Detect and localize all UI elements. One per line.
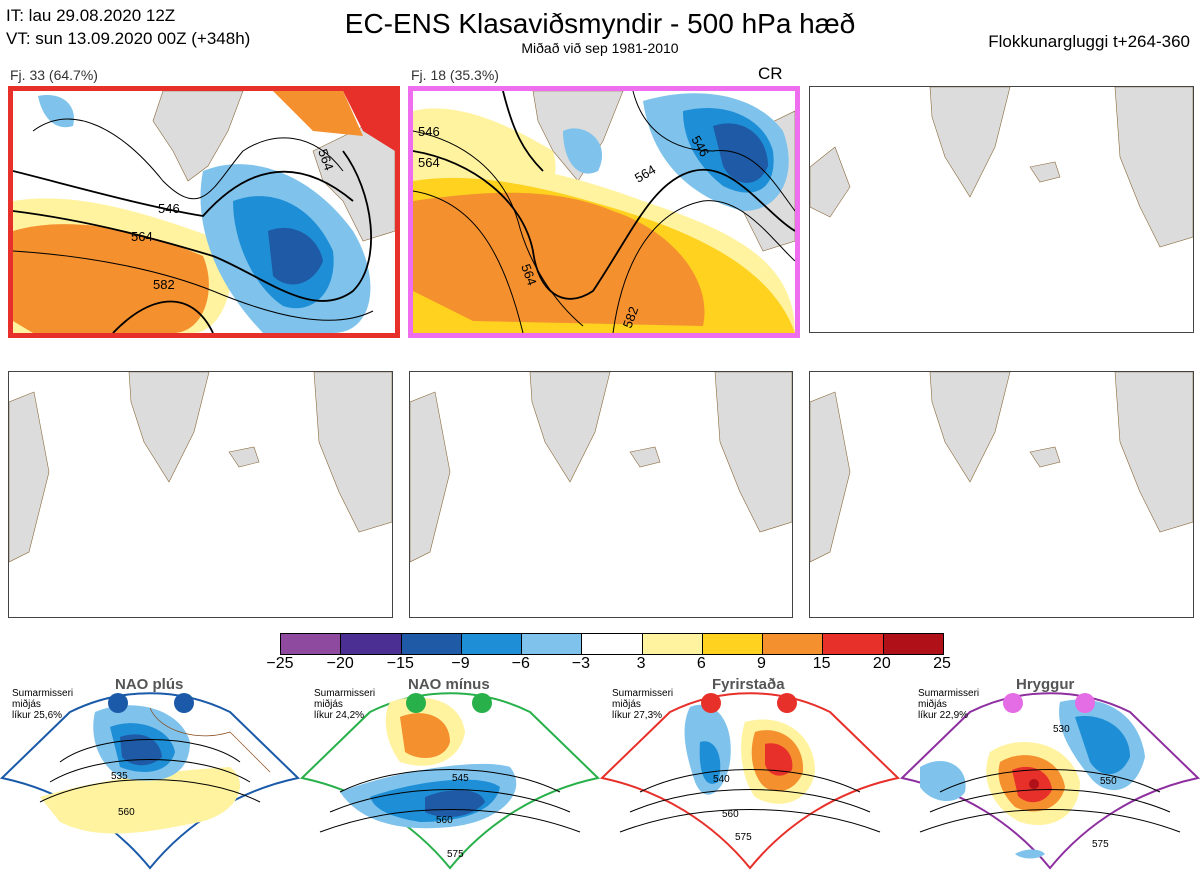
empty-cluster-map bbox=[409, 371, 793, 618]
colorbar-tick-label: −3 bbox=[571, 655, 591, 672]
contour-label: 564 bbox=[518, 262, 540, 288]
empty-cluster-map bbox=[809, 371, 1194, 618]
svg-text:560: 560 bbox=[722, 809, 739, 820]
svg-text:575: 575 bbox=[735, 832, 752, 843]
anomaly-colorbar bbox=[280, 633, 944, 655]
svg-text:545: 545 bbox=[452, 773, 469, 784]
colorbar-tick-label: 3 bbox=[636, 655, 646, 672]
empty-cluster-map bbox=[809, 86, 1194, 333]
colorbar-swatch bbox=[461, 634, 523, 654]
contour-label: 564 bbox=[131, 229, 153, 244]
contour-label: 546 bbox=[418, 124, 440, 139]
colorbar-tick-label: 15 bbox=[812, 655, 831, 672]
regime-note: Sumarmisseri miðjás líkur 25,6% bbox=[12, 688, 74, 721]
colorbar-tick-label: −15 bbox=[386, 655, 414, 672]
cluster-window: Flokkunargluggi t+264-360 bbox=[988, 32, 1190, 51]
colorbar-swatch bbox=[341, 634, 402, 654]
regime-note: Sumarmisseri miðjás líkur 27,3% bbox=[612, 688, 674, 721]
colorbar-tick-label: −6 bbox=[511, 655, 530, 672]
regime-note: Sumarmisseri miðjás líkur 24,2% bbox=[314, 688, 376, 721]
regime-title: NAO plús bbox=[115, 676, 184, 693]
svg-text:550: 550 bbox=[1100, 776, 1117, 787]
colorbar-tick-label: −25 bbox=[266, 655, 294, 672]
valid-time: VT: sun 13.09.2020 00Z (+348h) bbox=[6, 29, 251, 48]
svg-text:575: 575 bbox=[1092, 839, 1109, 850]
contour-label: 582 bbox=[153, 277, 175, 292]
empty-cluster-map bbox=[8, 371, 393, 618]
page-subtitle: Miðað við sep 1981-2010 bbox=[521, 40, 679, 56]
colorbar-swatch bbox=[582, 634, 643, 654]
colorbar-swatch bbox=[401, 634, 462, 654]
svg-text:535: 535 bbox=[111, 771, 128, 782]
init-time: IT: lau 29.08.2020 12Z bbox=[6, 6, 176, 25]
contour-label: 564 bbox=[418, 155, 440, 170]
regime-dots bbox=[701, 693, 797, 713]
contour-label: 564 bbox=[632, 162, 658, 186]
cluster-2-tag: CR bbox=[758, 64, 783, 83]
svg-text:540: 540 bbox=[713, 774, 730, 785]
colorbar-swatch bbox=[281, 634, 342, 654]
colorbar-tick-label: −20 bbox=[326, 655, 354, 672]
cluster-1-label: Fj. 33 (64.7%) bbox=[10, 67, 98, 83]
regime-title: Fyrirstaða bbox=[712, 676, 785, 693]
colorbar-tick-label: 9 bbox=[757, 655, 766, 672]
regime-ridge: 530 550 575 bbox=[899, 672, 1200, 871]
regime-title: Hryggur bbox=[1016, 676, 1075, 693]
regime-nao-minus: 545 560 575 bbox=[299, 672, 601, 871]
regime-dots bbox=[108, 693, 194, 713]
colorbar-tick-label: 6 bbox=[696, 655, 706, 672]
colorbar-tick-label: 25 bbox=[933, 655, 951, 672]
regime-dots bbox=[406, 693, 492, 713]
svg-text:530: 530 bbox=[1053, 724, 1070, 735]
contour-label: 564 bbox=[315, 147, 337, 173]
colorbar-swatch bbox=[883, 634, 943, 654]
colorbar-swatch bbox=[522, 634, 583, 654]
regime-blocking: 540 560 575 bbox=[599, 672, 901, 871]
svg-text:560: 560 bbox=[436, 815, 453, 826]
colorbar-swatch bbox=[823, 634, 884, 654]
cluster-2-label: Fj. 18 (35.3%) bbox=[411, 67, 499, 83]
regime-nao-plus: 535 560 bbox=[0, 672, 301, 871]
colorbar-swatch bbox=[763, 634, 824, 654]
page-title: EC-ENS Klasaviðsmyndir - 500 hPa hæð bbox=[344, 8, 856, 39]
cluster-1-map[interactable]: 546 564 564 582 bbox=[8, 86, 400, 338]
colorbar-swatch bbox=[702, 634, 764, 654]
contour-label: 546 bbox=[158, 201, 180, 216]
colorbar-swatch bbox=[642, 634, 703, 654]
header-info: IT: lau 29.08.2020 12Z VT: sun 13.09.202… bbox=[6, 4, 250, 50]
colorbar-tick-label: −9 bbox=[451, 655, 470, 672]
regime-note: Sumarmisseri miðjás líkur 22,9% bbox=[918, 688, 980, 721]
svg-text:575: 575 bbox=[447, 849, 464, 860]
colorbar-tick-label: 20 bbox=[872, 655, 891, 672]
regime-dots bbox=[1003, 693, 1095, 713]
regime-title: NAO mínus bbox=[408, 676, 490, 693]
cluster-2-map[interactable]: 546 564 546 564 564 582 bbox=[408, 86, 800, 338]
svg-text:560: 560 bbox=[118, 807, 135, 818]
contour-label: 582 bbox=[620, 305, 642, 331]
